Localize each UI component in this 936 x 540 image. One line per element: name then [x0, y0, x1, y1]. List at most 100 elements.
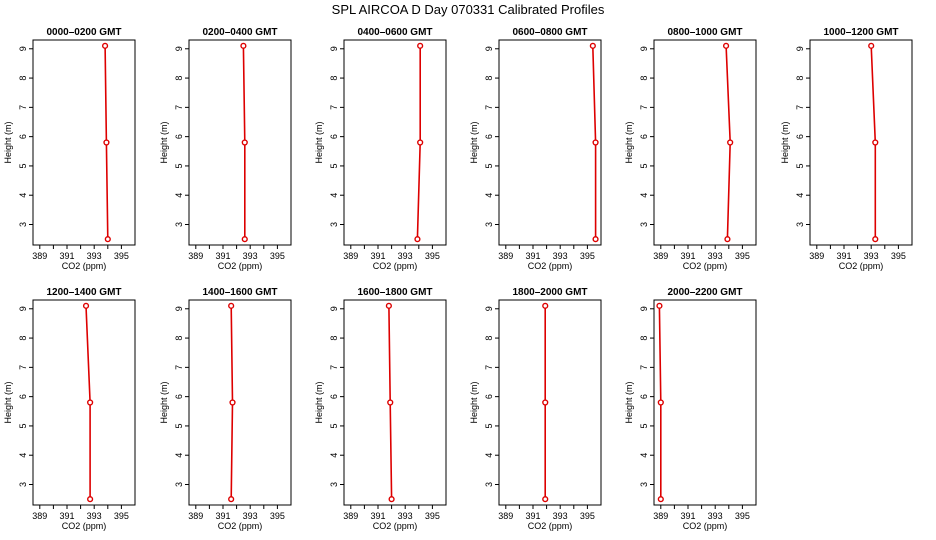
y-tick-label: 4	[329, 453, 339, 458]
y-axis-label: Height (m)	[159, 381, 169, 423]
panel-title: 1200–1400 GMT	[46, 287, 121, 298]
y-tick-label: 6	[639, 394, 649, 399]
x-axis-label: CO2 (ppm)	[62, 521, 107, 531]
profile-point	[87, 496, 94, 503]
profile-point	[241, 236, 248, 243]
x-tick-label: 395	[114, 251, 129, 261]
y-tick-label: 9	[329, 306, 339, 311]
plot-frame	[343, 299, 447, 506]
x-tick-label: 395	[735, 511, 750, 521]
y-tick-label: 8	[174, 76, 184, 81]
y-tick-label: 8	[174, 336, 184, 341]
y-tick-label: 7	[795, 105, 805, 110]
x-tick-label: 389	[498, 511, 513, 521]
y-tick-label: 6	[329, 134, 339, 139]
y-tick-label: 4	[329, 193, 339, 198]
y-axis-label: Height (m)	[469, 381, 479, 423]
plot-frame	[653, 299, 757, 506]
profile-point	[228, 496, 235, 503]
x-tick-label: 395	[580, 251, 595, 261]
y-tick-label: 8	[329, 336, 339, 341]
chart-main-title: SPL AIRCOA D Day 070331 Calibrated Profi…	[331, 2, 605, 17]
x-tick-label: 389	[498, 251, 513, 261]
x-tick-label: 393	[87, 251, 102, 261]
y-axis-label: Height (m)	[314, 381, 324, 423]
x-tick-label: 391	[215, 251, 230, 261]
profile-point	[656, 302, 663, 309]
x-tick-label: 393	[708, 511, 723, 521]
y-tick-label: 8	[484, 336, 494, 341]
y-tick-label: 5	[18, 423, 28, 428]
x-axis-label: CO2 (ppm)	[218, 261, 263, 271]
y-tick-label: 6	[174, 394, 184, 399]
y-tick-label: 8	[795, 76, 805, 81]
x-tick-label: 393	[398, 511, 413, 521]
profile-point	[872, 236, 879, 243]
profile-point	[872, 139, 879, 146]
x-tick-label: 393	[87, 511, 102, 521]
y-tick-label: 3	[329, 482, 339, 487]
y-tick-label: 7	[639, 365, 649, 370]
y-tick-label: 9	[484, 46, 494, 51]
y-tick-label: 4	[18, 453, 28, 458]
x-axis-label: CO2 (ppm)	[373, 521, 418, 531]
x-tick-label: 393	[708, 251, 723, 261]
x-tick-label: 395	[270, 511, 285, 521]
y-tick-label: 8	[639, 336, 649, 341]
x-tick-label: 389	[653, 511, 668, 521]
x-tick-label: 393	[243, 511, 258, 521]
y-tick-label: 5	[329, 163, 339, 168]
y-tick-label: 6	[484, 134, 494, 139]
y-tick-label: 7	[484, 365, 494, 370]
y-tick-label: 3	[639, 222, 649, 227]
profile-point	[657, 496, 664, 503]
x-axis-label: CO2 (ppm)	[839, 261, 884, 271]
y-axis-label: Height (m)	[624, 121, 634, 163]
y-tick-label: 6	[18, 394, 28, 399]
profile-point	[385, 302, 392, 309]
profile-point	[542, 399, 549, 406]
y-tick-label: 9	[329, 46, 339, 51]
y-tick-label: 3	[174, 482, 184, 487]
x-tick-label: 391	[525, 511, 540, 521]
x-tick-label: 389	[343, 511, 358, 521]
plot-frame	[188, 39, 292, 246]
y-tick-label: 7	[174, 105, 184, 110]
y-tick-label: 5	[329, 423, 339, 428]
x-axis-label: CO2 (ppm)	[528, 521, 573, 531]
x-tick-label: 395	[114, 511, 129, 521]
y-tick-label: 7	[174, 365, 184, 370]
y-tick-label: 9	[795, 46, 805, 51]
y-tick-label: 5	[484, 423, 494, 428]
profile-point	[657, 399, 664, 406]
panel-title: 0000–0200 GMT	[46, 27, 121, 38]
y-tick-label: 5	[639, 163, 649, 168]
panel-title: 1400–1600 GMT	[202, 287, 277, 298]
x-tick-label: 391	[370, 511, 385, 521]
x-tick-label: 395	[891, 251, 906, 261]
y-axis-label: Height (m)	[3, 121, 13, 163]
y-axis-label: Height (m)	[780, 121, 790, 163]
profile-point	[387, 399, 394, 406]
plot-frame	[343, 39, 447, 246]
profile-point	[542, 302, 549, 309]
y-tick-label: 9	[174, 46, 184, 51]
y-tick-label: 4	[795, 193, 805, 198]
y-tick-label: 9	[639, 306, 649, 311]
x-tick-label: 391	[215, 511, 230, 521]
plot-frame	[188, 299, 292, 506]
y-tick-label: 3	[484, 482, 494, 487]
y-tick-label: 6	[174, 134, 184, 139]
y-tick-label: 8	[484, 76, 494, 81]
y-axis-label: Height (m)	[314, 121, 324, 163]
y-tick-label: 7	[329, 365, 339, 370]
y-tick-label: 4	[18, 193, 28, 198]
profile-point	[589, 42, 596, 49]
y-tick-label: 4	[639, 193, 649, 198]
x-axis-label: CO2 (ppm)	[683, 261, 728, 271]
profile-point	[727, 139, 734, 146]
y-tick-label: 4	[174, 193, 184, 198]
x-tick-label: 389	[32, 511, 47, 521]
y-tick-label: 6	[795, 134, 805, 139]
